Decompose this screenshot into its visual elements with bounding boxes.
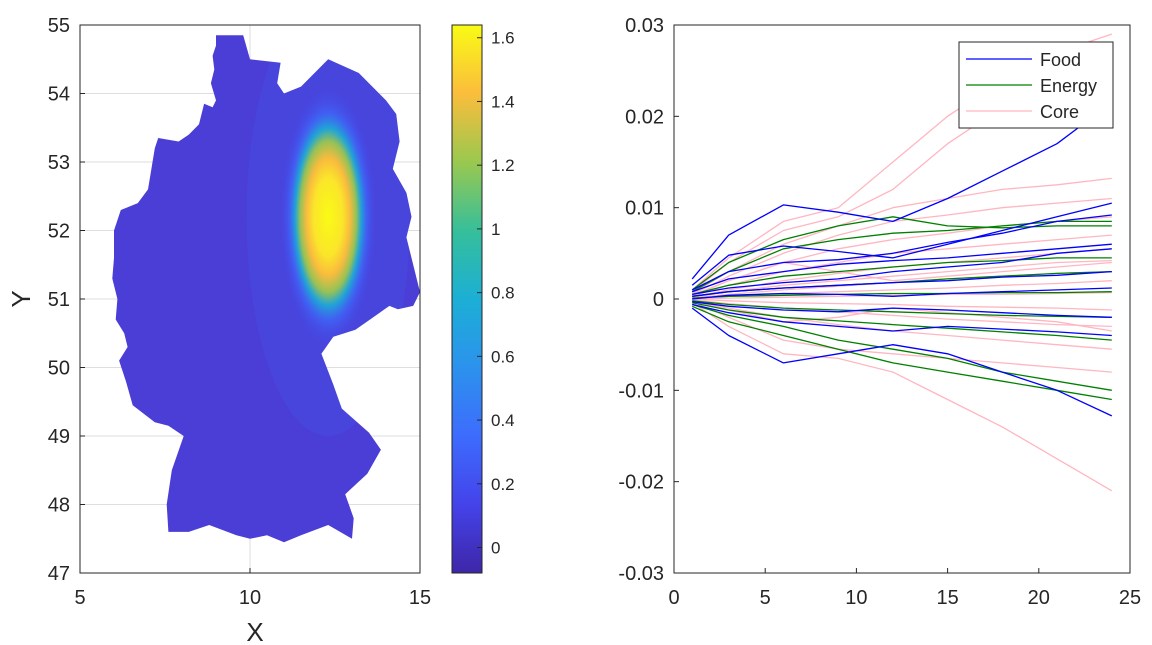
line-y-tick-label: -0.02 xyxy=(618,472,664,494)
series-line-core xyxy=(692,259,1112,298)
map-y-tick-label: 55 xyxy=(48,15,70,37)
map-x-tick-label: 15 xyxy=(409,587,431,609)
series-line-core xyxy=(691,302,1113,492)
series-line-energy xyxy=(692,303,1112,391)
colorbar-tick-label: 1.4 xyxy=(491,92,515,111)
series-line-food xyxy=(692,303,1112,337)
series-line-food xyxy=(692,270,1112,297)
map-y-tick-label: 51 xyxy=(48,289,70,311)
series-line-energy xyxy=(691,220,1112,293)
colorbar-tick-label: 1.2 xyxy=(491,156,515,175)
line-x-tick-label: 10 xyxy=(845,587,867,609)
colorbar-ticks: 0 0.2 0.4 0.6 0.8 1 1.2 1.4 1.6 xyxy=(477,29,515,558)
line-axis-ticks: 0 5 10 15 20 25 -0.03 -0.02 -0.01 0 0.01 0.02 0.03 xyxy=(618,15,1141,609)
legend-label-energy: Energy xyxy=(1040,76,1097,96)
colorbar-tick-label: 1.6 xyxy=(491,29,515,48)
line-series xyxy=(691,33,1113,492)
series-line-food xyxy=(691,307,1113,417)
line-y-tick-label: 0 xyxy=(653,289,664,311)
series-line-food xyxy=(691,214,1112,291)
line-x-tick-label: 0 xyxy=(668,587,679,609)
series-line-energy xyxy=(692,257,1112,296)
map-y-tick-label: 48 xyxy=(48,495,70,517)
series-line-core xyxy=(691,301,1112,373)
series-line-energy xyxy=(691,216,1112,291)
series-line-core xyxy=(692,291,1112,300)
series-line-food xyxy=(692,301,1112,318)
map-y-axis-label: Y xyxy=(6,290,36,307)
line-x-tick-label: 5 xyxy=(760,587,771,609)
series-line-energy xyxy=(691,305,1112,401)
map-y-tick-label: 50 xyxy=(48,358,70,380)
series-line-core xyxy=(691,177,1112,295)
series-line-core xyxy=(692,298,1112,311)
colorbar: 0 0.2 0.4 0.6 0.8 1 1.2 1.4 1.6 xyxy=(451,24,515,574)
colorbar-tick-label: 0.4 xyxy=(491,411,515,430)
map-axis-ticks: 5 10 15 47 48 49 50 51 52 53 54 55 xyxy=(48,15,431,609)
series-line-food xyxy=(692,287,1112,300)
line-x-tick-label: 20 xyxy=(1028,587,1050,609)
colorbar-tick-label: 0.8 xyxy=(491,284,515,303)
line-y-tick-label: -0.03 xyxy=(618,563,664,585)
series-line-energy xyxy=(692,291,1112,299)
line-y-tick-label: 0.02 xyxy=(625,106,664,128)
legend: Food Energy Core xyxy=(958,41,1114,129)
colorbar-tick-label: 0.2 xyxy=(491,475,515,494)
colorbar-tick-label: 0.6 xyxy=(491,347,515,366)
map-heatmap-panel: 5 10 15 47 48 49 50 51 52 53 54 55 X Y xyxy=(6,15,431,645)
line-x-tick-label: 25 xyxy=(1119,587,1141,609)
legend-label-food: Food xyxy=(1040,50,1081,70)
map-y-tick-label: 47 xyxy=(48,563,70,585)
series-line-food xyxy=(691,243,1112,293)
legend-label-core: Core xyxy=(1040,102,1079,122)
map-x-axis-label: X xyxy=(246,617,263,645)
series-line-core xyxy=(691,261,1112,297)
map-y-tick-label: 52 xyxy=(48,221,70,243)
line-y-tick-label: -0.01 xyxy=(618,380,664,402)
map-y-tick-label: 54 xyxy=(48,84,70,106)
colorbar-gradient xyxy=(451,24,483,574)
series-line-energy xyxy=(692,302,1112,341)
line-x-tick-label: 15 xyxy=(936,587,958,609)
series-line-food xyxy=(692,248,1112,296)
line-y-tick-label: 0.01 xyxy=(625,198,664,220)
series-line-food xyxy=(691,102,1113,280)
series-line-energy xyxy=(692,300,1112,318)
legend-entries: Food Energy Core xyxy=(966,50,1097,122)
colorbar-tick-label: 1 xyxy=(491,220,500,239)
map-x-tick-label: 10 xyxy=(239,587,261,609)
heat-peak xyxy=(279,86,377,347)
map-y-tick-label: 53 xyxy=(48,152,70,174)
line-chart-panel: 0 5 10 15 20 25 -0.03 -0.02 -0.01 0 0.01 0.02 0.03 F… xyxy=(618,15,1141,609)
line-y-tick-label: 0.03 xyxy=(625,15,664,37)
series-line-food xyxy=(691,202,1112,286)
map-x-tick-label: 5 xyxy=(74,587,85,609)
colorbar-tick-label: 0 xyxy=(491,539,500,558)
map-y-tick-label: 49 xyxy=(48,426,70,448)
